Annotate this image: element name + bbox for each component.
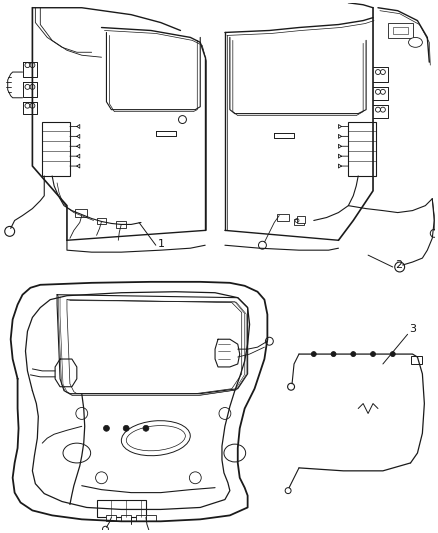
Bar bbox=[348, 122, 376, 176]
Bar bbox=[393, 27, 408, 35]
Bar bbox=[294, 219, 304, 225]
Bar bbox=[410, 356, 422, 364]
Circle shape bbox=[311, 352, 316, 357]
Bar bbox=[75, 208, 87, 216]
Circle shape bbox=[371, 352, 375, 357]
Circle shape bbox=[331, 352, 336, 357]
Bar bbox=[96, 499, 146, 518]
Bar bbox=[117, 222, 126, 229]
Bar bbox=[297, 215, 305, 223]
Text: 2: 2 bbox=[395, 260, 402, 270]
Bar bbox=[136, 515, 146, 521]
Ellipse shape bbox=[121, 421, 190, 456]
Text: 1: 1 bbox=[158, 239, 165, 249]
Circle shape bbox=[123, 425, 129, 431]
Ellipse shape bbox=[63, 443, 91, 463]
Bar bbox=[146, 515, 156, 521]
Bar bbox=[42, 122, 70, 176]
Bar bbox=[388, 22, 413, 38]
Circle shape bbox=[390, 352, 395, 357]
Ellipse shape bbox=[409, 37, 422, 47]
Ellipse shape bbox=[126, 425, 185, 451]
Bar bbox=[96, 217, 106, 224]
Circle shape bbox=[351, 352, 356, 357]
Bar bbox=[106, 515, 117, 521]
Bar bbox=[121, 515, 131, 521]
Circle shape bbox=[103, 425, 110, 431]
Circle shape bbox=[143, 425, 149, 431]
Ellipse shape bbox=[224, 444, 246, 462]
Text: 3: 3 bbox=[410, 324, 417, 334]
Bar bbox=[277, 214, 289, 222]
